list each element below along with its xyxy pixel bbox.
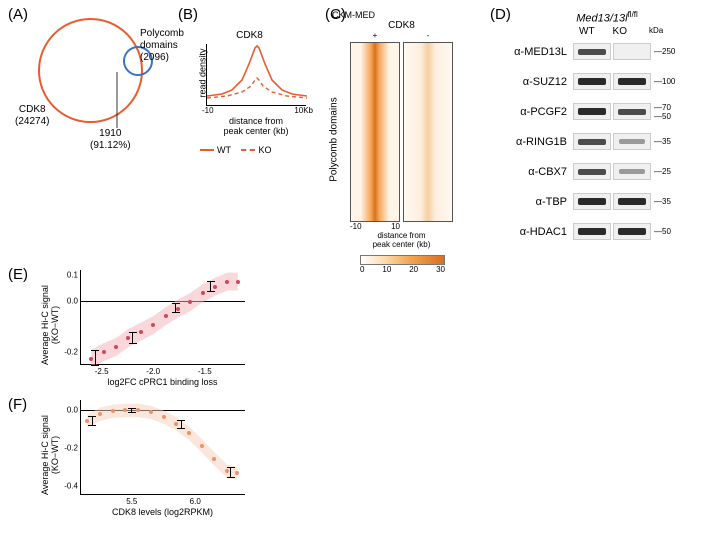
panel-e-ylabel: Average Hi-C signal (KO−WT) [40, 275, 60, 375]
panel-d-blot: Med13/13lfl/fl WT KO kDa α-MED13L —250 α… [495, 10, 700, 270]
label-f: (F) [8, 396, 27, 413]
minus-label: - [403, 31, 453, 40]
label-b: (B) [178, 6, 198, 23]
panel-b-xlabel: distance from peak center (kb) [206, 116, 306, 136]
plus-label: + [350, 31, 400, 40]
blot-row: α-HDAC1 —50 [495, 219, 700, 245]
colorbar-ticks: 0102030 [360, 265, 445, 274]
panel-b-title: CDK8 [192, 30, 307, 41]
panel-f-ylabel: Average Hi-C signal (KO−WT) [40, 405, 60, 505]
panel-b-legend: WT KO [200, 138, 307, 156]
polycomb-side-label: Polycomb domains [329, 97, 340, 181]
blot-row: α-RING1B —35 [495, 129, 700, 155]
venn-pointer-line [105, 72, 120, 130]
blot-row: α-TBP —35 [495, 189, 700, 215]
panel-c-heatmap: CKM-MED CDK8 + - Polycomb domains -1010 … [330, 10, 480, 270]
panel-e-xlabel: log2FC cPRC1 binding loss [80, 377, 245, 387]
panel-f-scatter: Average Hi-C signal (KO−WT) 5.56.0-0.4-0… [30, 400, 265, 530]
xtick-left: -10 [202, 106, 214, 115]
blot-row: α-MED13L —250 [495, 39, 700, 65]
heatmap-plus [350, 42, 400, 222]
panel-e-scatter: Average Hi-C signal (KO−WT) -2.5-2.0-1.5… [30, 270, 265, 400]
panel-c-title: CDK8 [350, 20, 453, 31]
venn-overlap-label: 1910(91.12%) [90, 128, 131, 152]
panel-a-venn: CDK8(24274) Polycomb domains(2096) 1910(… [20, 10, 180, 150]
panel-b-svg [207, 44, 307, 106]
panel-b-axes: -10 10Kb [206, 44, 306, 106]
colorbar [360, 255, 445, 265]
label-e: (E) [8, 266, 28, 283]
blot-header: WT KO kDa [579, 26, 700, 37]
panel-e-axes: -2.5-2.0-1.5-0.20.00.1 [80, 270, 245, 365]
blot-row: α-CBX7 —25 [495, 159, 700, 185]
panel-f-xlabel: CDK8 levels (log2RPKM) [80, 507, 245, 517]
blot-title: Med13/13lfl/fl [557, 10, 657, 25]
venn-polycomb-label: Polycomb domains(2096) [140, 28, 200, 64]
venn-cdk8-label: CDK8(24274) [15, 104, 49, 128]
panel-b-chart: CDK8 read density -10 10Kb distance from… [192, 30, 307, 160]
blot-row: α-PCGF2 —70—50 [495, 99, 700, 125]
heatmap-minus [403, 42, 453, 222]
xtick-right: 10Kb [294, 106, 313, 115]
ckm-label: CKM-MED [332, 10, 480, 20]
blot-row: α-SUZ12 —100 [495, 69, 700, 95]
panel-c-xlabel: distance from peak center (kb) [350, 231, 453, 249]
panel-f-axes: 5.56.0-0.4-0.20.0 [80, 400, 245, 495]
